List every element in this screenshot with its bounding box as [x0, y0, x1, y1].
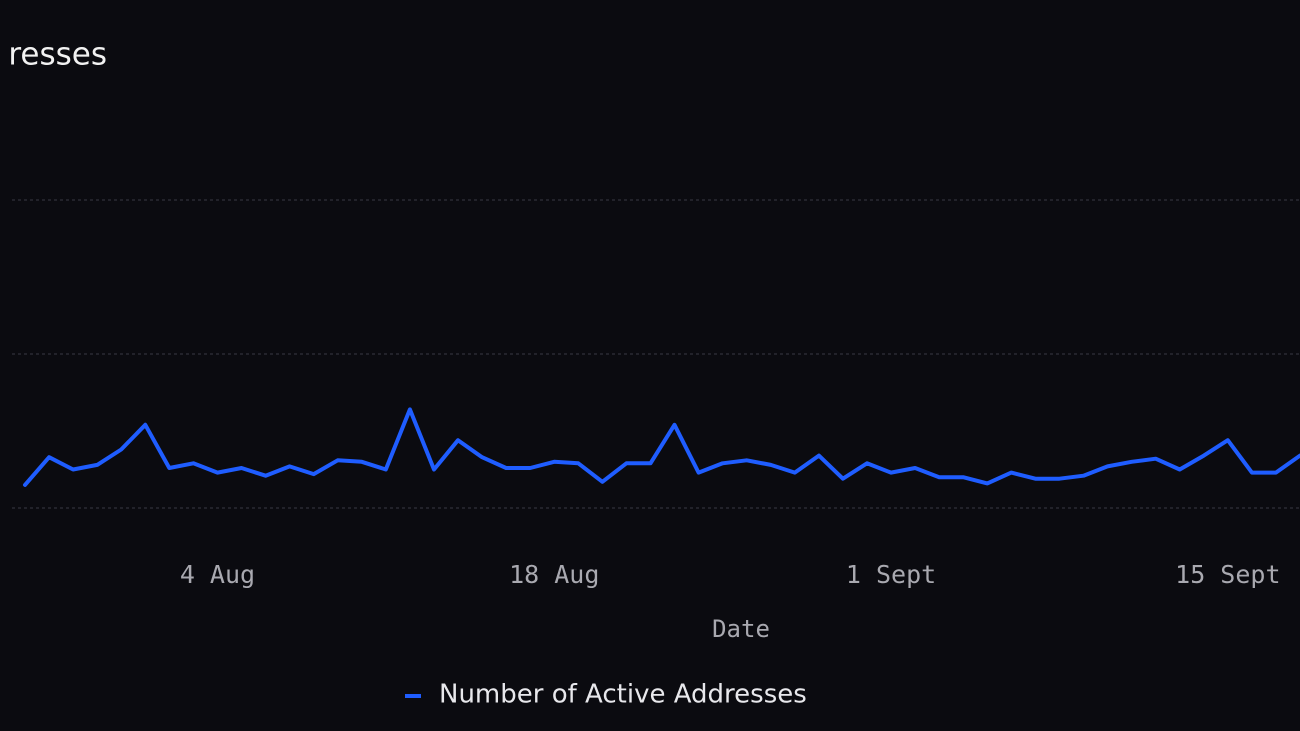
x-tick-label: 1 Sept: [846, 560, 936, 589]
chart-title: resses: [8, 37, 107, 73]
x-axis-title: Date: [712, 615, 770, 643]
x-tick-label: 4 Aug: [180, 560, 255, 589]
data-line: [23, 407, 1300, 487]
x-tick-label: 15 Sept: [1175, 560, 1280, 589]
x-tick-label: 18 Aug: [509, 560, 599, 589]
legend-label: Number of Active Addresses: [439, 680, 807, 710]
